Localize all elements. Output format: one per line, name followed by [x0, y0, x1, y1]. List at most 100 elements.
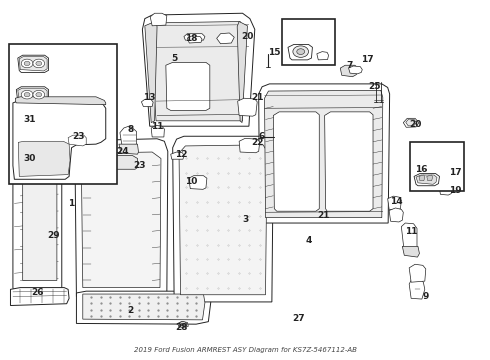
- Polygon shape: [317, 51, 329, 60]
- Polygon shape: [145, 22, 157, 123]
- Text: 19: 19: [449, 186, 462, 195]
- Polygon shape: [143, 13, 255, 126]
- Polygon shape: [273, 112, 319, 211]
- Polygon shape: [403, 118, 419, 127]
- Circle shape: [36, 61, 42, 66]
- Polygon shape: [23, 162, 57, 280]
- Polygon shape: [120, 126, 137, 146]
- Polygon shape: [189, 176, 207, 189]
- Circle shape: [181, 323, 185, 326]
- Circle shape: [33, 90, 45, 99]
- Polygon shape: [18, 88, 47, 102]
- Polygon shape: [340, 65, 357, 77]
- Text: 21: 21: [251, 93, 264, 102]
- Polygon shape: [348, 66, 362, 74]
- Text: 17: 17: [449, 168, 462, 177]
- Polygon shape: [68, 135, 86, 146]
- Text: 27: 27: [293, 314, 305, 323]
- Polygon shape: [13, 135, 62, 297]
- Text: 20: 20: [241, 32, 254, 41]
- Polygon shape: [439, 184, 452, 195]
- Circle shape: [21, 90, 33, 99]
- Text: 20: 20: [409, 120, 421, 129]
- Polygon shape: [419, 175, 425, 181]
- Circle shape: [36, 93, 42, 97]
- Text: 2: 2: [127, 306, 133, 315]
- Text: 26: 26: [31, 288, 44, 297]
- Polygon shape: [19, 57, 47, 71]
- Text: 29: 29: [47, 231, 60, 240]
- Text: 13: 13: [144, 93, 156, 102]
- Polygon shape: [402, 246, 419, 257]
- Text: 18: 18: [185, 34, 197, 43]
- Polygon shape: [288, 44, 313, 60]
- Circle shape: [24, 61, 30, 66]
- Polygon shape: [406, 119, 416, 126]
- Polygon shape: [187, 36, 202, 43]
- Polygon shape: [24, 121, 47, 137]
- Text: 30: 30: [24, 154, 36, 163]
- Text: 24: 24: [117, 147, 129, 156]
- Text: 4: 4: [305, 237, 312, 246]
- Text: 12: 12: [175, 150, 188, 159]
- Polygon shape: [171, 152, 184, 159]
- Bar: [282, 19, 335, 65]
- Text: 14: 14: [390, 197, 403, 206]
- Text: 1: 1: [69, 199, 74, 208]
- Text: 28: 28: [175, 323, 188, 332]
- Text: 17: 17: [361, 55, 373, 64]
- Polygon shape: [142, 99, 153, 107]
- Polygon shape: [151, 126, 164, 137]
- Text: 5: 5: [171, 54, 177, 63]
- Polygon shape: [179, 145, 267, 295]
- Polygon shape: [81, 152, 161, 288]
- Polygon shape: [427, 175, 433, 181]
- Polygon shape: [237, 22, 247, 123]
- Text: 3: 3: [242, 215, 248, 224]
- Polygon shape: [76, 291, 211, 324]
- Text: 25: 25: [368, 82, 381, 91]
- Polygon shape: [18, 141, 70, 176]
- Text: 11: 11: [405, 228, 417, 237]
- Polygon shape: [83, 294, 205, 320]
- Polygon shape: [325, 112, 373, 211]
- Polygon shape: [217, 33, 234, 44]
- Text: 23: 23: [73, 132, 85, 141]
- Circle shape: [179, 321, 187, 327]
- Polygon shape: [259, 84, 390, 223]
- Polygon shape: [166, 62, 210, 111]
- Text: 16: 16: [415, 165, 427, 174]
- Polygon shape: [119, 144, 139, 154]
- Text: 22: 22: [251, 138, 264, 147]
- Polygon shape: [70, 131, 85, 142]
- Polygon shape: [16, 87, 49, 103]
- Bar: [410, 142, 464, 191]
- Text: 11: 11: [151, 122, 163, 131]
- Text: 31: 31: [24, 114, 36, 123]
- Text: 21: 21: [317, 211, 329, 220]
- Polygon shape: [150, 22, 244, 121]
- Text: 10: 10: [185, 177, 197, 186]
- Text: 6: 6: [259, 132, 265, 141]
- Polygon shape: [418, 174, 432, 186]
- Polygon shape: [388, 196, 401, 210]
- Text: 2019 Ford Fusion ARMREST ASY Diagram for KS7Z-5467112-AB: 2019 Ford Fusion ARMREST ASY Diagram for…: [134, 347, 356, 354]
- Polygon shape: [409, 278, 425, 299]
- Polygon shape: [184, 34, 205, 40]
- Circle shape: [293, 46, 309, 57]
- Polygon shape: [13, 101, 106, 179]
- Text: 7: 7: [347, 61, 353, 70]
- Polygon shape: [172, 136, 273, 302]
- Circle shape: [21, 59, 33, 68]
- Polygon shape: [389, 208, 403, 222]
- Polygon shape: [75, 139, 168, 297]
- Polygon shape: [63, 151, 84, 164]
- Circle shape: [24, 93, 30, 97]
- Polygon shape: [265, 90, 383, 218]
- Polygon shape: [98, 156, 138, 169]
- Text: 23: 23: [134, 161, 146, 170]
- Polygon shape: [26, 123, 44, 135]
- Polygon shape: [238, 98, 257, 116]
- Polygon shape: [150, 13, 167, 26]
- Polygon shape: [414, 174, 440, 186]
